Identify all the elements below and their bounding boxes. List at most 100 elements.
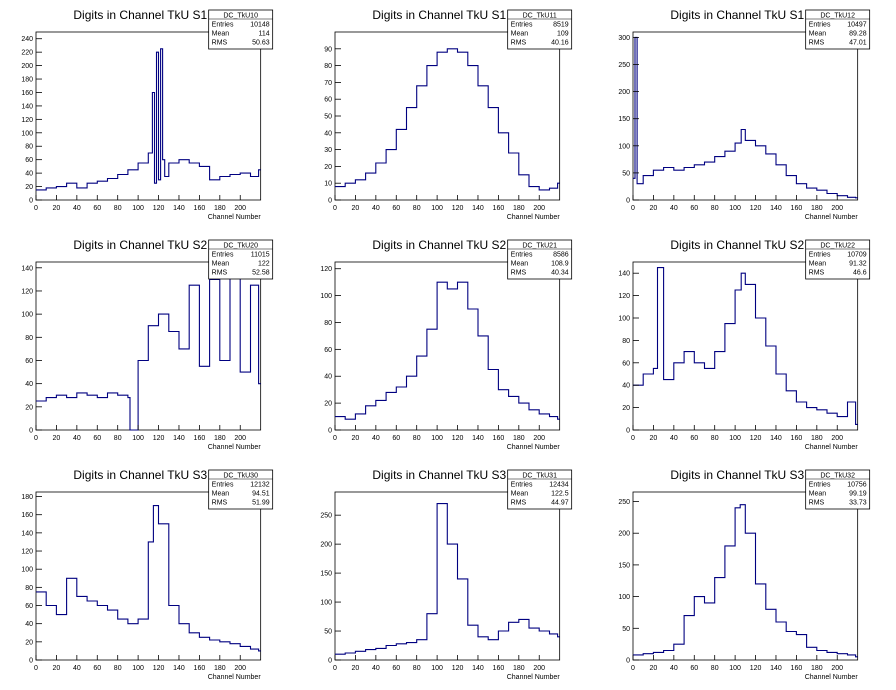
y-tick-label: 40 xyxy=(25,171,33,178)
x-tick-label: 20 xyxy=(650,435,658,442)
plot-frame xyxy=(632,261,859,431)
x-tick-label: 80 xyxy=(114,205,122,212)
stats-name: DC_TkU32 xyxy=(821,473,856,480)
chart-title: Digits in Channel TkU S3 P1 xyxy=(372,468,524,482)
x-tick-label: 0 xyxy=(34,665,38,672)
x-tick-label: 100 xyxy=(730,435,742,442)
y-tick-label: 80 xyxy=(623,338,631,345)
x-tick-label: 80 xyxy=(412,205,420,212)
stats-key: Mean xyxy=(510,261,528,268)
x-tick-label: 0 xyxy=(333,665,337,672)
stats-value: 12132 xyxy=(250,482,270,489)
histogram-panel-3: Digits in Channel TkU S1 P2 0 20 40 60 80 100 1… xyxy=(619,8,871,221)
histogram-series xyxy=(36,273,261,431)
x-tick-label: 60 xyxy=(691,205,699,212)
y-tick-label: 240 xyxy=(21,36,33,43)
x-tick-label: 60 xyxy=(93,665,101,672)
y-tick-label: 50 xyxy=(324,114,332,121)
stats-key: Entries xyxy=(809,482,831,489)
y-tick-label: 150 xyxy=(320,571,332,578)
x-tick-label: 180 xyxy=(811,435,823,442)
x-axis-label: Channel Number xyxy=(208,674,262,681)
y-tick-label: 20 xyxy=(623,405,631,412)
y-tick-label: 140 xyxy=(21,530,33,537)
y-tick-label: 160 xyxy=(21,512,33,519)
stats-key: Entries xyxy=(809,252,831,259)
y-tick-label: 100 xyxy=(619,594,631,601)
x-tick-label: 20 xyxy=(650,205,658,212)
y-tick-label: 120 xyxy=(619,293,631,300)
histogram-panel-9: Digits in Channel TkU S3 P2 0 20 40 60 80 100 1… xyxy=(619,468,871,681)
stats-key: Entries xyxy=(510,252,532,259)
stats-value: 109 xyxy=(557,31,569,38)
y-tick-label: 100 xyxy=(619,316,631,323)
chart-title: Digits in Channel TkU S2 P1 xyxy=(372,238,524,252)
x-tick-label: 40 xyxy=(73,665,81,672)
x-tick-label: 100 xyxy=(730,665,742,672)
stats-value: 33.73 xyxy=(849,500,867,507)
y-tick-label: 140 xyxy=(21,103,33,110)
y-tick-label: 120 xyxy=(21,288,33,295)
x-tick-label: 60 xyxy=(392,435,400,442)
y-tick-label: 0 xyxy=(29,658,33,665)
x-tick-label: 160 xyxy=(791,665,803,672)
chart-title: Digits in Channel TkU S1 P2 xyxy=(671,8,823,22)
stats-name: DC_TkU22 xyxy=(821,243,856,250)
y-tick-label: 200 xyxy=(619,89,631,96)
x-axis-label: Channel Number xyxy=(805,674,859,681)
y-tick-label: 60 xyxy=(623,360,631,367)
x-tick-label: 180 xyxy=(513,435,525,442)
y-tick-label: 50 xyxy=(623,170,631,177)
y-tick-label: 120 xyxy=(320,266,332,273)
plot-frame xyxy=(334,491,560,661)
y-tick-label: 150 xyxy=(619,116,631,123)
y-tick-label: 20 xyxy=(324,164,332,171)
x-tick-label: 160 xyxy=(492,435,504,442)
x-tick-label: 140 xyxy=(770,665,782,672)
stats-value: 52.58 xyxy=(252,270,270,277)
y-tick-label: 20 xyxy=(25,404,33,411)
y-tick-label: 300 xyxy=(619,35,631,42)
stats-value: 89.28 xyxy=(849,31,867,38)
stats-value: 10756 xyxy=(848,482,868,489)
stats-value: 12434 xyxy=(549,482,569,489)
y-tick-label: 100 xyxy=(21,567,33,574)
stats-name: DC_TkU12 xyxy=(821,13,856,20)
x-tick-label: 40 xyxy=(73,435,81,442)
histogram-panel-8: Digits in Channel TkU S3 P1 0 20 40 60 80 100 1… xyxy=(320,468,572,681)
stats-value: 10148 xyxy=(250,22,270,29)
stats-key: Entries xyxy=(809,22,831,29)
stats-value: 91.32 xyxy=(849,261,867,268)
histogram-panel-4: Digits in Channel TkU S2 P0 0 20 40 60 80 100 1… xyxy=(21,238,274,451)
x-tick-label: 200 xyxy=(832,435,844,442)
stats-key: RMS xyxy=(510,40,526,47)
stats-key: Entries xyxy=(212,252,234,259)
x-axis-label: Channel Number xyxy=(805,214,859,221)
y-tick-label: 40 xyxy=(25,621,33,628)
x-tick-label: 180 xyxy=(811,665,823,672)
x-tick-label: 100 xyxy=(431,665,443,672)
y-tick-label: 0 xyxy=(626,428,630,435)
y-tick-label: 150 xyxy=(619,562,631,569)
stats-value: 99.19 xyxy=(849,491,867,498)
x-tick-label: 200 xyxy=(832,205,844,212)
y-tick-label: 100 xyxy=(21,130,33,137)
y-tick-label: 40 xyxy=(324,130,332,137)
stats-value: 94.51 xyxy=(252,491,270,498)
x-tick-label: 40 xyxy=(670,435,678,442)
x-tick-label: 100 xyxy=(730,205,742,212)
stats-key: Mean xyxy=(212,261,230,268)
stats-key: Mean xyxy=(212,491,230,498)
plot-frame xyxy=(35,491,262,661)
x-tick-label: 40 xyxy=(670,205,678,212)
y-tick-label: 20 xyxy=(25,639,33,646)
x-tick-label: 140 xyxy=(173,205,185,212)
stats-key: Mean xyxy=(809,491,827,498)
x-tick-label: 80 xyxy=(412,435,420,442)
y-tick-label: 200 xyxy=(320,542,332,549)
y-tick-label: 160 xyxy=(21,90,33,97)
x-axis-label: Channel Number xyxy=(506,214,560,221)
x-tick-label: 0 xyxy=(631,205,635,212)
x-tick-label: 200 xyxy=(234,205,246,212)
y-tick-label: 140 xyxy=(21,265,33,272)
